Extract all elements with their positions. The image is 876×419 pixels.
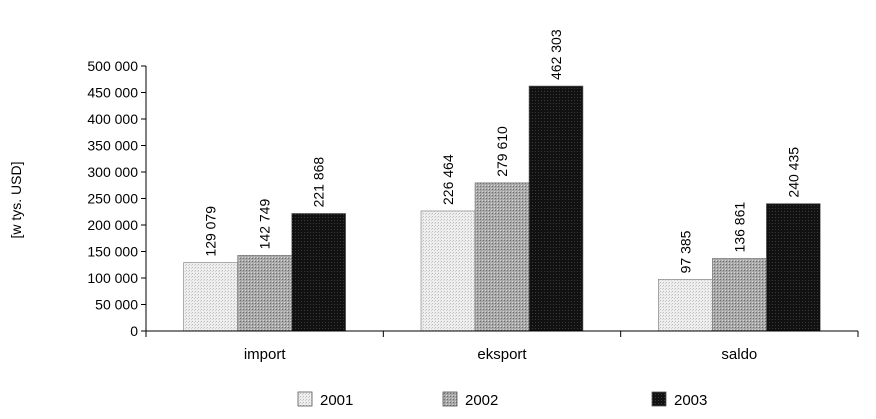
bar-2001-saldo [658,279,713,332]
y-tick-label: 350 000 [87,138,138,154]
bar-2003-saldo [766,203,821,332]
y-tick-label: 450 000 [87,85,138,101]
y-tick-label: 0 [130,323,138,339]
legend-label: 2003 [674,392,707,409]
data-label: 240 435 [785,147,801,198]
y-tick-label: 50 000 [95,297,138,313]
y-tick-label: 300 000 [87,164,138,180]
y-tick-label: 400 000 [87,111,138,127]
y-tick-label: 100 000 [87,270,138,286]
legend-label: 2002 [465,392,498,409]
y-tick-label: 500 000 [87,58,138,74]
data-label: 129 079 [203,206,219,257]
bar-2001-import [183,262,238,332]
y-tick-label: 200 000 [87,217,138,233]
x-category-label: eksport [477,346,527,363]
legend-swatch-2002 [442,391,458,407]
bar-2002-saldo [712,258,767,332]
data-label: 142 749 [257,199,273,250]
data-label: 221 868 [311,157,327,208]
data-label: 279 610 [494,126,510,177]
data-label: 462 303 [548,29,564,80]
legend-swatch-2003 [651,391,667,407]
data-label: 136 861 [731,202,747,253]
legend-label: 2001 [320,392,353,409]
x-category-label: saldo [721,346,757,363]
bar-2003-eksport [528,85,584,332]
bar-2002-eksport [474,182,530,332]
y-axis-title: [w tys. USD] [8,161,24,238]
x-category-label: import [244,346,287,363]
y-tick-label: 250 000 [87,191,138,207]
bar-2001-eksport [420,210,476,332]
bar-2003-import [291,213,346,332]
bar-2002-import [237,255,292,332]
data-label: 226 464 [440,154,456,205]
y-tick-label: 150 000 [87,244,138,260]
data-label: 97 385 [677,230,693,273]
legend-swatch-2001 [297,391,313,407]
